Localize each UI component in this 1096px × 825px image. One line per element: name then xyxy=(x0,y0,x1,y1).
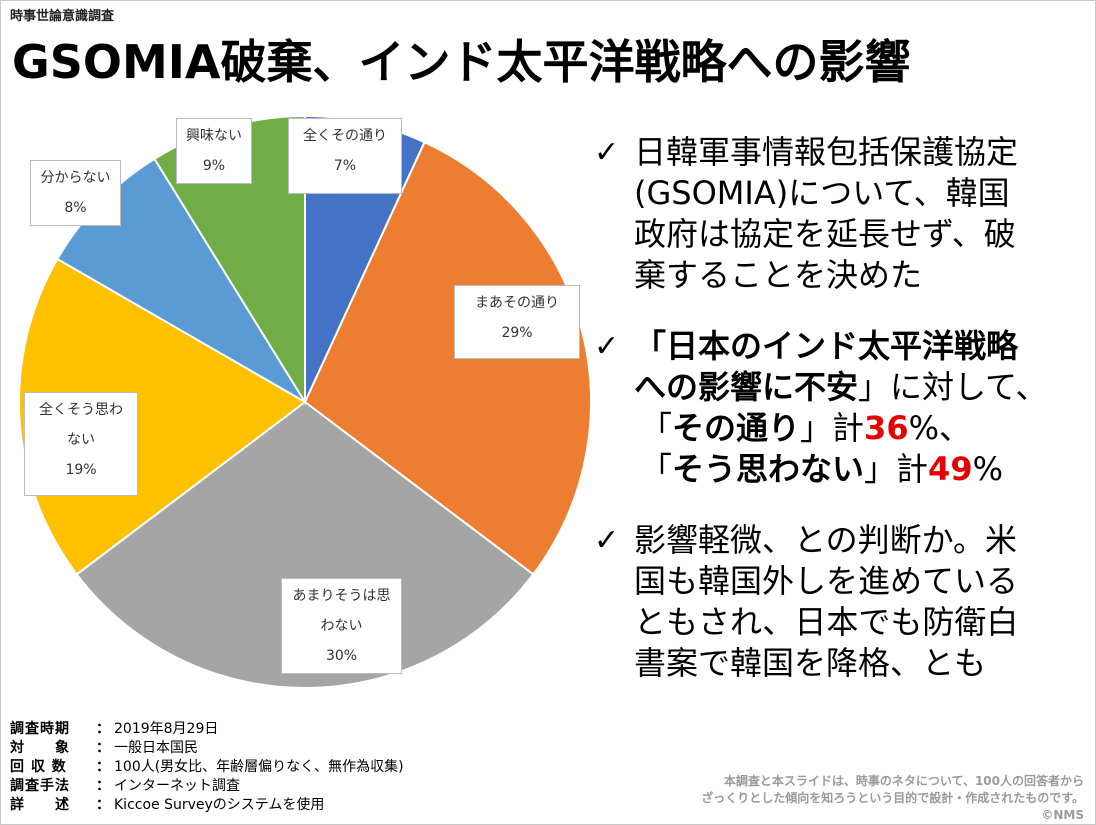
survey-key: 調査手法 xyxy=(10,778,70,794)
bullet-result: ✓ 「日本のインド太平洋戦略 への影響に不安」に対して、 「その通り」計36%、… xyxy=(594,326,1094,490)
slice-label-amari-sou-omowanai: あまりそうは思 わない 30% xyxy=(281,578,402,674)
survey-key: 詳 述 xyxy=(10,797,70,813)
survey-sep: ： xyxy=(96,759,110,775)
survey-row: 対 象 ：一般日本国民 xyxy=(10,739,404,758)
footnote-line: 本調査と本スライドは、時事のネタについて、100人の回答者から xyxy=(723,774,1084,788)
bullet-text: 」に対して、 xyxy=(858,368,1048,406)
bullet-text-bold: への影響に不安 xyxy=(634,368,859,406)
header-label: 時事世論意識調査 xyxy=(10,9,115,24)
bullet-line: 「その通り」計36%、 xyxy=(634,408,1094,449)
bullet-line: 「日本のインド太平洋戦略 xyxy=(634,327,1019,365)
slice-label-wakaranai: 分からない 8% xyxy=(30,160,121,226)
slice-label-text: 全くその通り xyxy=(303,128,387,144)
bullet-text: 「 xyxy=(640,450,673,488)
bullet-line: 政府は協定を延長せず、破 xyxy=(634,215,1016,253)
bullet-line: 「そう思わない」計49% xyxy=(634,449,1094,490)
slice-label-text: 興味ない xyxy=(186,128,242,144)
survey-value: 一般日本国民 xyxy=(114,740,198,756)
survey-row: 詳 述 ： Kiccoe Surveyのシステムを使用 xyxy=(10,796,404,815)
bullet-text: 」計 xyxy=(864,450,929,488)
survey-sep: ： xyxy=(96,721,110,737)
slice-label-text: 全くそう思わ xyxy=(39,402,123,418)
slice-label-text: ない xyxy=(67,432,95,448)
slice-label-text: わない xyxy=(320,618,363,634)
bullet-assessment: ✓ 影響軽微、との判断か。米 国も韓国外しを進めている ともされ、日本でも防衛白… xyxy=(594,520,1094,684)
check-icon: ✓ xyxy=(594,329,620,364)
survey-value: インターネット調査 xyxy=(114,778,240,794)
bullet-line: 影響軽微、との判断か。米 xyxy=(634,521,1018,559)
bullet-text: %、 xyxy=(908,409,971,447)
percent-highlight: 36 xyxy=(864,409,909,447)
percent-highlight: 49 xyxy=(928,450,973,488)
slice-label-pct: 9% xyxy=(202,158,226,174)
footnote: 本調査と本スライドは、時事のネタについて、100人の回答者から ざっくりとした傾… xyxy=(701,773,1084,824)
bullet-text-bold: その通り xyxy=(672,409,801,447)
slice-label-text: 分からない xyxy=(40,170,111,186)
slice-label-zenku-sou-omowanai: 全くそう思わ ない 19% xyxy=(24,392,138,496)
pie-slice-1 xyxy=(303,140,592,576)
slice-label-maa-sono-toori: まあその通り 29% xyxy=(454,285,580,359)
bullet-text: 」計 xyxy=(800,409,865,447)
slice-label-zenku-sono-toori: 全くその通り 7% xyxy=(288,118,402,194)
bullet-line: (GSOMIA)について、韓国 xyxy=(634,174,1010,212)
survey-key: 回 収 数 xyxy=(10,759,67,775)
slice-label-pct: 8% xyxy=(64,200,87,216)
survey-value: 100人(男女比、年齢層偏りなく、無作為収集) xyxy=(114,759,404,775)
pie-slice-2 xyxy=(75,400,535,690)
survey-key: 調査時期 xyxy=(10,721,70,737)
bullet-text-bold: そう思わない xyxy=(672,450,865,488)
check-icon: ✓ xyxy=(594,523,620,558)
survey-row: 調査時期 ： 2019年8月29日 xyxy=(10,720,404,739)
bullet-line: ともされ、日本でも防衛白 xyxy=(634,603,1019,641)
slice-label-pct: 30% xyxy=(325,648,358,664)
slice-label-pct: 29% xyxy=(501,325,533,341)
survey-key: 対 象 xyxy=(10,740,70,756)
survey-sep: ： xyxy=(96,778,110,794)
slide-title: GSOMIA破棄、インド太平洋戦略への影響 xyxy=(12,35,911,89)
survey-sep: ： xyxy=(96,740,110,756)
survey-info: 調査時期： 2019年8月29日 対 象：一般日本国民 回 収 数： 100人(男女… xyxy=(10,720,404,815)
bullet-gsomia: ✓ 日韓軍事情報包括保護協定 (GSOMIA)について、韓国 政府は協定を延長せ… xyxy=(594,132,1094,296)
survey-row: 回 収 数 ： 100人(男女比、年齢層偏りなく、無作為収集) xyxy=(10,758,404,777)
bullet-text: 「 xyxy=(640,409,673,447)
bullet-line: 国も韓国外しを進めている xyxy=(634,562,1019,600)
bullet-list: ✓ 日韓軍事情報包括保護協定 (GSOMIA)について、韓国 政府は協定を延長せ… xyxy=(594,132,1094,714)
slice-label-pct: 19% xyxy=(65,462,97,478)
bullet-line: 日韓軍事情報包括保護協定 xyxy=(634,133,1019,171)
slice-label-text: まあその通り xyxy=(475,295,559,311)
copyright: ©NMS xyxy=(1041,808,1084,822)
footnote-line: ざっくりとした傾向を知ろうという目的で設計・作成されたものです。 xyxy=(701,791,1084,805)
survey-value: Kiccoe Surveyのシステムを使用 xyxy=(114,797,325,813)
bullet-text: % xyxy=(972,450,1003,488)
bullet-line: 書案で韓国を降格、とも xyxy=(634,644,987,682)
slice-label-text: あまりそうは思 xyxy=(292,588,391,604)
slice-label-kyoumi-nai: 興味ない 9% xyxy=(176,118,252,184)
slice-label-pct: 7% xyxy=(333,158,357,174)
survey-value: 2019年8月29日 xyxy=(114,721,219,737)
bullet-line: 棄することを決めた xyxy=(634,256,923,294)
check-icon: ✓ xyxy=(594,135,620,170)
survey-sep: ： xyxy=(96,797,110,813)
survey-row: 調査手法 ：インターネット調査 xyxy=(10,777,404,796)
bullet-line: への影響に不安」に対して、 xyxy=(634,367,1094,408)
